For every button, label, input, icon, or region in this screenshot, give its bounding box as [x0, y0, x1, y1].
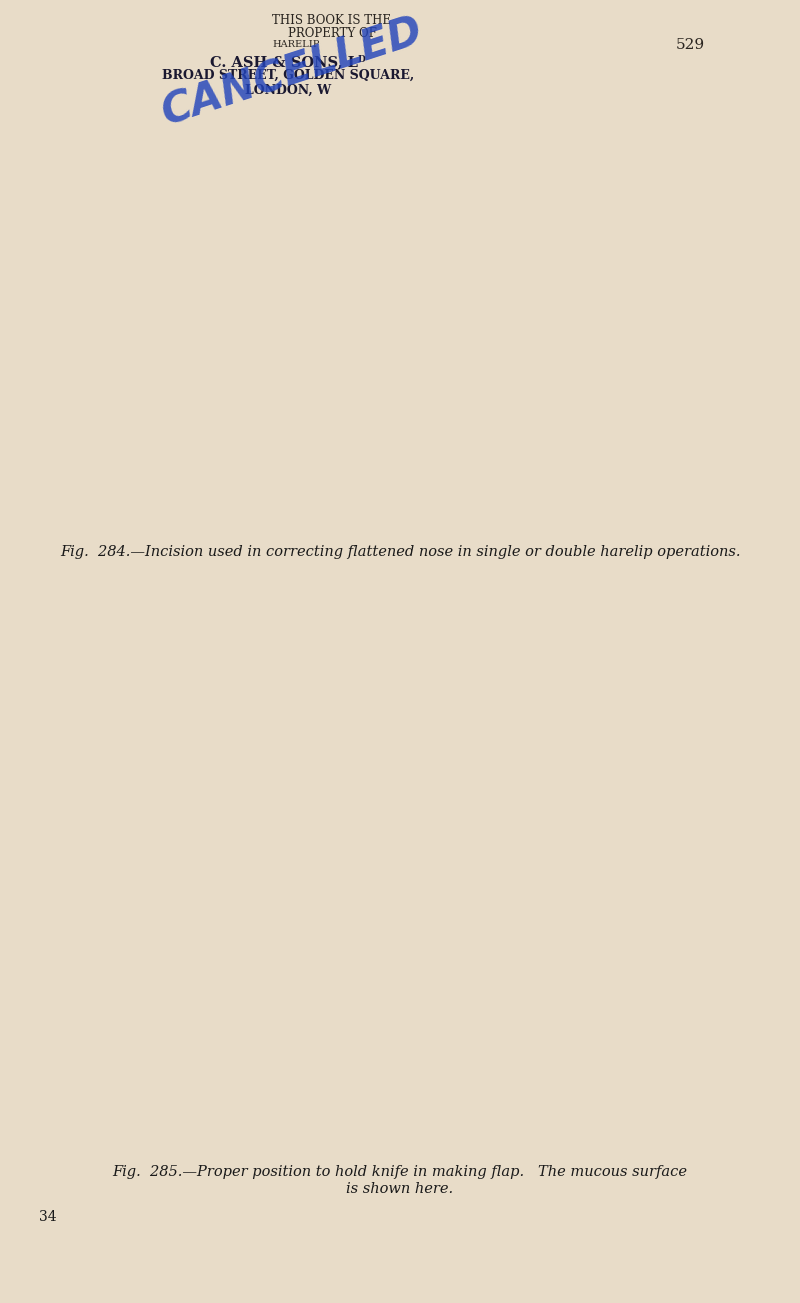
Text: Fig.  284.—Incision used in correcting flattened nose in single or double hareli: Fig. 284.—Incision used in correcting fl…	[60, 545, 740, 559]
Text: BROAD STREET, GOLDEN SQUARE,: BROAD STREET, GOLDEN SQUARE,	[162, 69, 414, 82]
Text: HARELIP: HARELIP	[272, 40, 320, 50]
Text: Fig.  285.—Proper position to hold knife in making flap.   The mucous surface: Fig. 285.—Proper position to hold knife …	[113, 1165, 687, 1179]
Text: 34: 34	[39, 1210, 57, 1224]
Text: PROPERTY OF: PROPERTY OF	[287, 27, 377, 40]
Text: CANCELLED: CANCELLED	[156, 9, 428, 134]
Text: is shown here.: is shown here.	[346, 1182, 454, 1196]
Text: C. ASH & SONS, Lᴰ: C. ASH & SONS, Lᴰ	[210, 53, 366, 69]
Text: LONDON, W: LONDON, W	[245, 83, 331, 96]
Text: THIS BOOK IS THE: THIS BOOK IS THE	[273, 13, 391, 26]
Text: 529: 529	[675, 38, 705, 52]
